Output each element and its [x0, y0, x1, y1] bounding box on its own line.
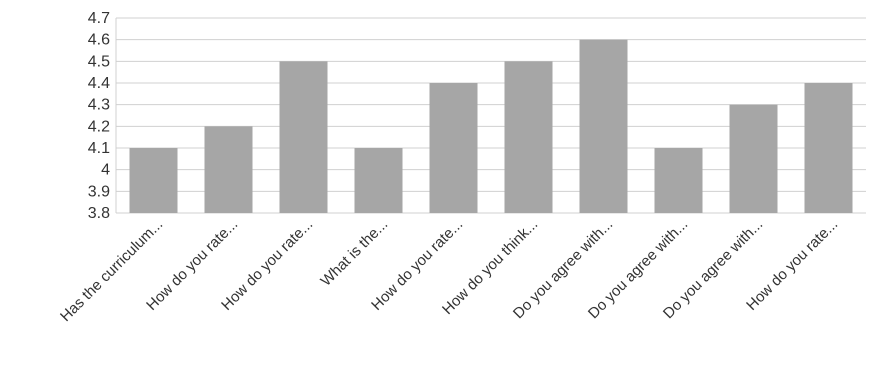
y-tick-label: 4.3 [88, 97, 110, 114]
bar [429, 83, 478, 213]
x-category-label: What is the... [317, 216, 391, 290]
bar [804, 83, 853, 213]
bar [129, 148, 178, 213]
bar [204, 126, 253, 213]
y-tick-label: 4.7 [88, 10, 110, 27]
y-tick-label: 4.1 [88, 140, 110, 157]
bar [279, 61, 328, 214]
bars [129, 39, 853, 214]
bar [354, 148, 403, 213]
y-tick-label: 3.9 [88, 183, 110, 200]
y-tick-label: 4.6 [88, 32, 110, 49]
y-tick-label: 4.4 [88, 75, 110, 92]
x-axis-category-labels: Has the curriculum...How do you rate...H… [57, 216, 841, 325]
bar [729, 104, 778, 213]
y-tick-label: 4.5 [88, 53, 110, 70]
bar [654, 148, 703, 213]
y-tick-label: 3.8 [88, 205, 110, 222]
bar [579, 39, 628, 213]
y-axis-tick-labels: 3.8 3.9 4 4.1 4.2 4.3 4.4 4.5 4.6 4.7 [88, 10, 110, 222]
y-tick-label: 4 [101, 162, 110, 179]
y-tick-label: 4.2 [88, 118, 110, 135]
bar [504, 61, 553, 214]
